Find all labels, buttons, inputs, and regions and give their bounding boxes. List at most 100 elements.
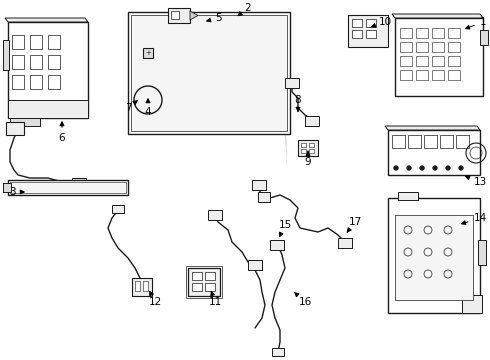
Bar: [12, 35, 24, 49]
Text: 13: 13: [466, 176, 487, 187]
Bar: [352, 19, 362, 27]
Circle shape: [420, 166, 424, 170]
Bar: [392, 135, 405, 148]
Text: 10: 10: [371, 17, 392, 27]
Bar: [8, 22, 88, 118]
Bar: [400, 56, 412, 66]
Bar: [252, 180, 266, 190]
Bar: [432, 42, 444, 52]
Circle shape: [394, 166, 398, 170]
Text: 17: 17: [347, 217, 362, 232]
Circle shape: [459, 166, 463, 170]
Bar: [8, 100, 88, 118]
Bar: [6, 122, 24, 135]
Bar: [168, 8, 190, 23]
Bar: [416, 28, 428, 38]
Bar: [309, 143, 314, 147]
Bar: [448, 56, 460, 66]
Polygon shape: [385, 126, 480, 130]
Polygon shape: [5, 18, 88, 22]
Bar: [400, 28, 412, 38]
Polygon shape: [190, 11, 198, 20]
Bar: [301, 149, 306, 153]
Bar: [72, 178, 86, 190]
Bar: [448, 28, 460, 38]
Bar: [298, 140, 318, 156]
Text: 4: 4: [145, 99, 151, 117]
Text: 8: 8: [294, 95, 301, 111]
Bar: [416, 70, 428, 80]
Text: 14: 14: [462, 213, 487, 225]
Bar: [338, 238, 352, 248]
Text: 3: 3: [9, 187, 24, 197]
Bar: [388, 198, 480, 313]
Bar: [112, 205, 124, 213]
Bar: [30, 75, 42, 89]
Bar: [400, 70, 412, 80]
Circle shape: [446, 166, 450, 170]
Bar: [270, 240, 284, 250]
Text: 6: 6: [59, 122, 65, 143]
Bar: [301, 143, 306, 147]
Bar: [448, 42, 460, 52]
Bar: [456, 135, 469, 148]
Bar: [128, 12, 290, 134]
Bar: [143, 281, 148, 291]
Bar: [478, 240, 486, 265]
Bar: [248, 260, 262, 270]
Text: 15: 15: [278, 220, 292, 237]
Bar: [408, 135, 421, 148]
Text: 11: 11: [208, 291, 221, 307]
Bar: [424, 135, 437, 148]
Bar: [192, 283, 202, 291]
Bar: [432, 70, 444, 80]
Bar: [352, 30, 362, 38]
Bar: [348, 15, 388, 47]
Text: 12: 12: [148, 291, 162, 307]
Circle shape: [433, 166, 437, 170]
Bar: [432, 56, 444, 66]
Bar: [188, 268, 220, 296]
Bar: [48, 35, 60, 49]
Bar: [12, 75, 24, 89]
Bar: [366, 19, 376, 27]
Bar: [388, 130, 480, 175]
Bar: [395, 215, 473, 300]
Bar: [12, 55, 24, 69]
Bar: [448, 70, 460, 80]
Bar: [480, 30, 488, 45]
Bar: [398, 192, 418, 200]
Bar: [416, 42, 428, 52]
Bar: [48, 75, 60, 89]
Bar: [395, 18, 483, 96]
Bar: [135, 281, 140, 291]
Text: 9: 9: [305, 151, 311, 167]
Bar: [10, 182, 126, 193]
Text: 5: 5: [207, 13, 221, 23]
Text: 2: 2: [238, 3, 251, 15]
Text: +: +: [145, 50, 151, 56]
Text: 16: 16: [294, 292, 312, 307]
Bar: [305, 116, 319, 126]
Bar: [205, 272, 215, 280]
Bar: [3, 183, 11, 192]
Polygon shape: [392, 14, 483, 18]
Bar: [258, 192, 270, 202]
Bar: [30, 55, 42, 69]
Bar: [416, 56, 428, 66]
Bar: [30, 35, 42, 49]
Bar: [309, 149, 314, 153]
Text: 7: 7: [124, 101, 137, 113]
Bar: [400, 42, 412, 52]
Bar: [205, 283, 215, 291]
Bar: [48, 55, 60, 69]
Bar: [462, 295, 482, 313]
Bar: [272, 348, 284, 356]
Bar: [366, 30, 376, 38]
Text: 1: 1: [466, 17, 486, 29]
Bar: [8, 180, 128, 195]
Bar: [192, 272, 202, 280]
Bar: [440, 135, 453, 148]
Bar: [131, 15, 287, 131]
Circle shape: [407, 166, 411, 170]
